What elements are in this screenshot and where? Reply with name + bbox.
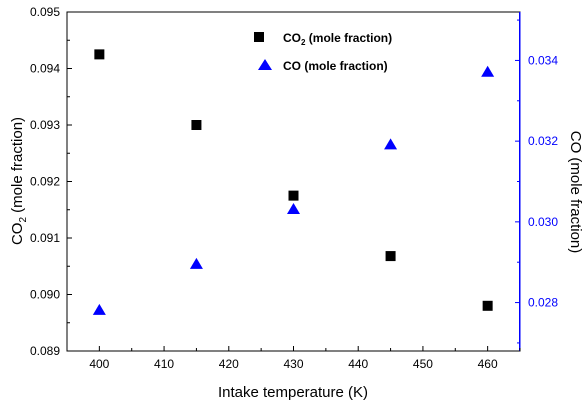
right-axis-title: CO (mole fraction) [567, 131, 584, 254]
legend: CO2 (mole fraction) CO (mole fraction) [254, 31, 392, 73]
x-tick-label: 400 [89, 357, 109, 371]
legend-label-co: CO (mole fraction) [283, 59, 388, 73]
right-tick-label: 0.034 [528, 53, 558, 67]
left-tick-label: 0.095 [30, 5, 60, 19]
left-tick-label: 0.090 [30, 288, 60, 302]
co-point [287, 202, 300, 214]
co-point [384, 138, 398, 150]
right-tick-label: 0.030 [528, 215, 558, 229]
left-axis-title: CO2 (mole fraction) [9, 117, 29, 245]
x-tick-label: 420 [219, 357, 239, 371]
co-point [189, 257, 203, 269]
co2-point [191, 120, 202, 130]
co-point [481, 65, 495, 77]
left-tick-label: 0.089 [30, 344, 60, 358]
right-tick-label: 0.032 [528, 134, 558, 148]
left-tick-label: 0.092 [30, 175, 60, 189]
x-tick-label: 450 [413, 357, 433, 371]
co2-point [482, 300, 493, 311]
co2-point [94, 49, 105, 60]
legend-marker-co2 [254, 32, 264, 42]
co2-point [288, 190, 299, 201]
right-tick-label: 0.028 [528, 296, 558, 310]
left-tick-label: 0.094 [30, 62, 60, 76]
co2-point [385, 251, 396, 262]
legend-label-co2: CO2 (mole fraction) [283, 31, 392, 47]
data-marks [92, 49, 495, 315]
x-tick-label: 430 [283, 357, 303, 371]
x-tick-label: 460 [478, 357, 498, 371]
co-point [92, 303, 106, 315]
x-tick-label: 440 [348, 357, 368, 371]
x-axis-title: Intake temperature (K) [218, 384, 368, 401]
right-axis: 0.028 0.030 0.032 0.034 [515, 19, 558, 344]
x-axis: 400 410 420 430 440 450 460 [66, 346, 521, 371]
left-tick-label: 0.091 [30, 231, 60, 245]
left-axis: 0.089 0.090 0.091 0.092 0.093 0.094 0.095 [30, 5, 72, 358]
left-tick-label: 0.093 [30, 118, 60, 132]
legend-marker-co [258, 59, 272, 70]
x-tick-label: 410 [154, 357, 174, 371]
